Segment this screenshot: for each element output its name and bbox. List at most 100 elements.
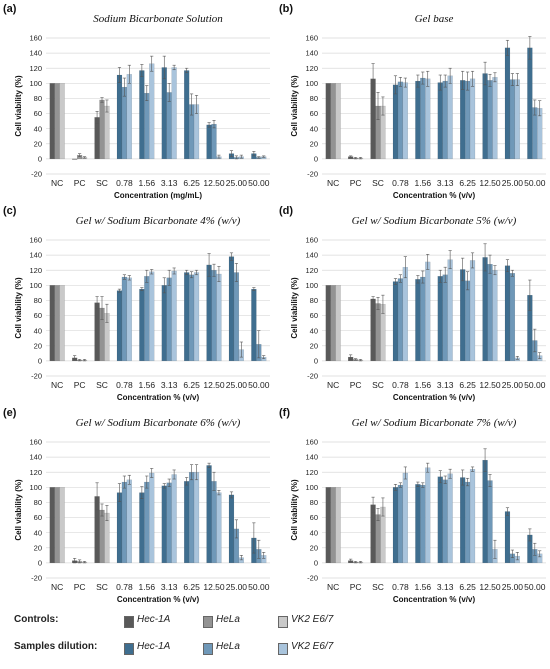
x-tick-label: PC	[350, 178, 362, 188]
bar	[492, 77, 498, 160]
x-tick-label: 0.78	[116, 380, 133, 390]
y-tick-label: 100	[29, 483, 42, 492]
x-tick-label: 25.00	[502, 582, 524, 592]
bar	[94, 302, 100, 362]
bar	[487, 480, 493, 564]
y-tick-label: 100	[305, 483, 318, 492]
bar	[54, 285, 60, 362]
bar	[335, 83, 341, 160]
x-tick-label: 6.25	[183, 178, 200, 188]
chart-title: Gel w/ Sodium Bicarbonate 4% (w/v)	[76, 215, 241, 227]
x-tick-label: 12.50	[479, 178, 501, 188]
x-tick-label: 6.25	[459, 380, 476, 390]
y-tick-label: 140	[29, 251, 42, 260]
panel-label: (c)	[3, 205, 17, 217]
x-tick-label: 50.00	[524, 380, 546, 390]
bar	[447, 473, 453, 564]
bar	[415, 484, 421, 564]
y-tick-label: 140	[29, 453, 42, 462]
x-tick-label: 12.50	[479, 380, 501, 390]
x-tick-label: NC	[51, 582, 63, 592]
bar	[460, 80, 466, 160]
x-tick-label: 0.78	[116, 582, 133, 592]
x-tick-label: 0.78	[392, 178, 409, 188]
bar	[397, 484, 404, 564]
bar	[49, 487, 55, 564]
legend-samples-label: Samples dilution:	[14, 641, 98, 652]
bar	[171, 270, 177, 362]
chart-panel-3: (c) Gel w/ Sodium Bicarbonate 4% (w/v) -20…	[3, 205, 270, 402]
y-tick-label: 0	[314, 356, 318, 365]
bar	[166, 482, 172, 564]
y-tick-label: 100	[29, 79, 42, 88]
x-tick-label: SC	[96, 380, 108, 390]
bar	[139, 70, 145, 160]
bar	[144, 93, 150, 160]
bar	[126, 74, 132, 160]
bar	[397, 81, 404, 160]
y-tick-label: -20	[307, 170, 318, 179]
panel-label: (a)	[3, 3, 17, 15]
bar	[514, 79, 520, 160]
x-tick-label: 25.00	[226, 380, 248, 390]
bar	[206, 465, 212, 564]
x-tick-label: SC	[372, 582, 384, 592]
legend-swatch	[203, 616, 213, 628]
y-tick-label: 60	[310, 109, 318, 118]
y-tick-label: 80	[34, 498, 42, 507]
bar	[121, 276, 128, 362]
y-tick-label: 40	[34, 326, 42, 335]
bar	[166, 277, 172, 362]
y-axis-label: Cell viability (%)	[14, 277, 23, 339]
y-tick-label: 60	[34, 109, 42, 118]
y-axis-label: Cell viability (%)	[290, 277, 299, 339]
bar	[482, 459, 488, 564]
y-tick-label: 0	[314, 558, 318, 567]
bar	[482, 73, 488, 160]
bar	[206, 264, 212, 362]
bar	[442, 80, 448, 160]
x-tick-label: 12.50	[203, 178, 225, 188]
x-tick-label: 50.00	[248, 178, 270, 188]
bar	[415, 279, 421, 362]
bar	[335, 285, 341, 362]
bar	[54, 83, 60, 160]
y-tick-label: 120	[305, 468, 318, 477]
x-tick-label: 3.13	[161, 178, 178, 188]
chart-title: Gel base	[415, 13, 454, 25]
bar	[188, 472, 195, 564]
chart-panel-1: (a) Sodium Bicarbonate Solution -20 0 20 40 60…	[3, 3, 270, 200]
y-tick-label: 160	[29, 438, 42, 447]
x-tick-label: PC	[350, 582, 362, 592]
bar	[59, 83, 65, 160]
bar	[509, 79, 516, 160]
chart-panel-6: (f) Gel w/ Sodium Bicarbonate 7% (w/v) -20…	[279, 407, 546, 604]
bar	[325, 83, 331, 160]
y-tick-label: 0	[314, 154, 318, 163]
bar	[99, 509, 105, 564]
y-tick-label: 140	[305, 453, 318, 462]
y-tick-label: 40	[34, 124, 42, 133]
bar	[72, 158, 78, 160]
bar	[397, 278, 404, 362]
bar	[211, 481, 217, 564]
panel-label: (b)	[279, 3, 293, 15]
x-tick-label: PC	[74, 380, 86, 390]
x-tick-label: NC	[327, 178, 339, 188]
panel-label: (e)	[3, 407, 17, 419]
bar	[184, 272, 190, 362]
x-tick-label: SC	[372, 380, 384, 390]
y-tick-label: 100	[305, 281, 318, 290]
y-tick-label: 40	[310, 326, 318, 335]
x-tick-label: 3.13	[437, 380, 454, 390]
bar	[447, 75, 453, 160]
x-tick-label: 50.00	[524, 582, 546, 592]
chart-panel-4: (d) Gel w/ Sodium Bicarbonate 5% (w/v) -20…	[279, 205, 546, 402]
bar	[442, 274, 448, 362]
x-tick-label: 1.56	[415, 582, 432, 592]
chart-panel-2: (b) Gel base -20 0 20 40 60 80 100 120 140 160 Cell …	[279, 3, 546, 200]
x-tick-label: 25.00	[502, 380, 524, 390]
bar	[402, 472, 408, 564]
bar	[139, 492, 145, 564]
x-tick-label: SC	[96, 178, 108, 188]
